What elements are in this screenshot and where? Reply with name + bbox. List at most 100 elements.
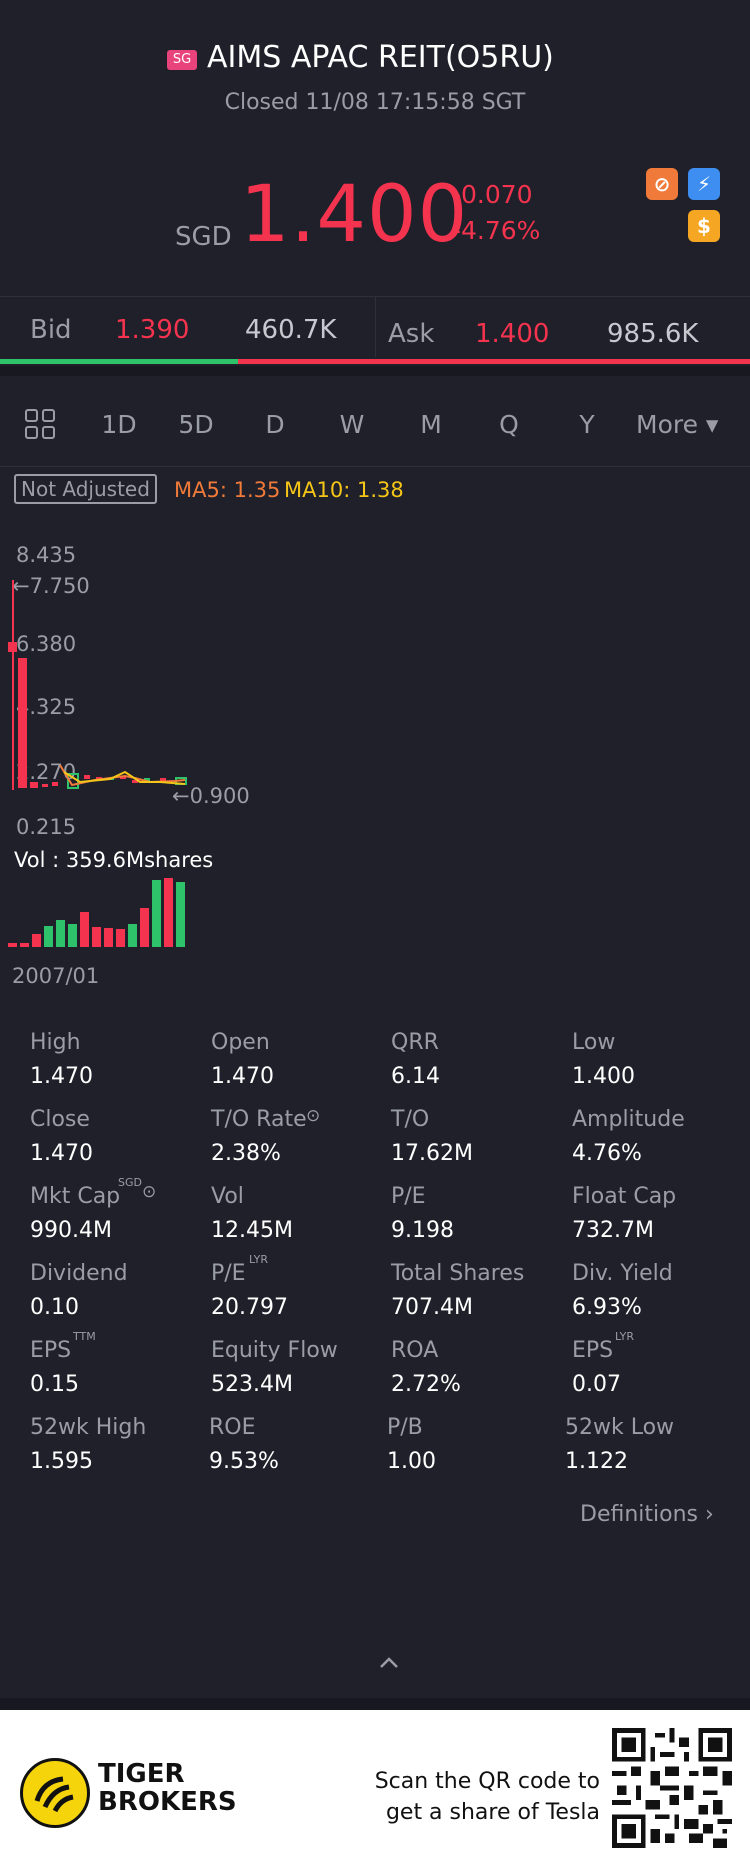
volume-bar (140, 908, 149, 947)
volume-bar (8, 943, 17, 947)
y-tick-top: 8.435 (16, 543, 77, 567)
brand-name: TIGER BROKERS (98, 1760, 237, 1816)
chevron-right-icon: › (705, 1502, 714, 1527)
candle (8, 642, 17, 652)
stat-value: 17.62M (391, 1141, 473, 1166)
candle (132, 780, 138, 783)
volume-bar (104, 928, 113, 947)
no-short-icon[interactable]: ⊘ (646, 168, 678, 200)
volume-bar (32, 934, 41, 947)
candlestick-chart[interactable] (0, 560, 200, 800)
footer-separator (0, 1698, 750, 1710)
volume-bar (128, 924, 137, 947)
candle (160, 778, 166, 781)
stat-label: T/O Rate (211, 1107, 307, 1132)
volume-bar (68, 924, 77, 947)
last-price: 1.400 (240, 170, 469, 260)
volume-chart (8, 878, 185, 947)
ma10-label: MA10: 1.38 (284, 478, 404, 502)
stat-label: Close (30, 1107, 90, 1132)
qr-caption: Scan the QR code to get a share of Tesla (375, 1766, 600, 1828)
bid-price: 1.390 (115, 315, 190, 345)
qr-code-icon (612, 1728, 732, 1848)
bid-ask-divider (375, 297, 376, 357)
stat-label: 52wk Low (565, 1415, 675, 1440)
stat-value: 1.470 (30, 1064, 93, 1089)
tab-w[interactable]: W (339, 410, 365, 439)
qr-caption-line-1: Scan the QR code to (374, 1769, 600, 1794)
definitions-link[interactable]: Definitions › (580, 1502, 714, 1527)
volume-bar (56, 920, 65, 947)
stat-value: 20.797 (211, 1295, 288, 1320)
chevron-up-icon[interactable] (377, 1655, 401, 1671)
dollar-icon[interactable]: $ (688, 210, 720, 242)
bid-label: Bid (30, 315, 72, 345)
ma5-line (59, 764, 186, 787)
flash-icon[interactable]: ⚡ (688, 168, 720, 200)
info-icon[interactable]: ⊙ (306, 1106, 321, 1126)
tab-more[interactable]: More ▾ (636, 410, 719, 439)
grid-icon[interactable] (24, 408, 56, 440)
stat-label: Div. Yield (572, 1261, 673, 1286)
qr-caption-line-2: get a share of Tesla (385, 1800, 600, 1825)
bid-ratio-bar (0, 359, 238, 364)
stat-value: 6.14 (391, 1064, 440, 1089)
tab-d[interactable]: D (265, 410, 285, 439)
superscript-sgd: SGD (118, 1176, 142, 1189)
stat-value: 12.45M (211, 1218, 293, 1243)
tab-1d[interactable]: 1D (101, 410, 137, 439)
volume-bar (176, 882, 185, 947)
stat-value: 4.76% (572, 1141, 642, 1166)
quote-header: SG AIMS APAC REIT(O5RU) Closed 11/08 17:… (0, 0, 750, 296)
stat-label: P/E (391, 1184, 426, 1209)
not-adjusted-toggle[interactable]: Not Adjusted (14, 474, 157, 504)
stat-label: EPS (572, 1338, 614, 1363)
ma5-label: MA5: 1.35 (174, 478, 281, 502)
stat-value: 2.72% (391, 1372, 461, 1397)
stat-label: Vol (211, 1184, 244, 1209)
stat-value: 1.00 (387, 1449, 436, 1474)
stat-value: 2.38% (211, 1141, 281, 1166)
candle (144, 778, 150, 781)
stat-value: 0.15 (30, 1372, 79, 1397)
ma10-line (63, 770, 186, 785)
volume-bar (92, 927, 101, 947)
stat-label: ROA (391, 1338, 439, 1363)
chart-start-date: 2007/01 (12, 964, 100, 988)
tiger-logo-icon (20, 1758, 90, 1828)
currency-label: SGD (175, 222, 232, 252)
stat-label: Amplitude (572, 1107, 685, 1132)
candle (18, 658, 27, 788)
info-icon[interactable]: ⊙ (142, 1182, 157, 1202)
tab-m[interactable]: M (420, 410, 442, 439)
price-change: -0.070 (452, 180, 533, 209)
stat-value: 707.4M (391, 1295, 473, 1320)
period-tabs: 1D 5D D W M Q Y More ▾ (0, 378, 750, 467)
market-badge: SG (167, 50, 197, 70)
brand-line-1: TIGER (98, 1759, 185, 1789)
volume-label: Vol : 359.6Mshares (14, 848, 214, 872)
candle (84, 775, 90, 779)
stat-value: 0.10 (30, 1295, 79, 1320)
stat-label: Low (572, 1030, 616, 1055)
stat-label: Equity Flow (211, 1338, 338, 1363)
volume-bar (164, 878, 173, 947)
bid-size: 460.7K (245, 315, 337, 345)
tab-q[interactable]: Q (499, 410, 519, 439)
volume-bar (20, 943, 29, 947)
superscript-lyr: LYR (249, 1253, 269, 1266)
tab-y[interactable]: Y (579, 410, 595, 439)
stat-label: Dividend (30, 1261, 128, 1286)
section-separator (0, 366, 750, 376)
superscript-ttm: TTM (73, 1330, 96, 1343)
stat-label: P/E (211, 1261, 246, 1286)
candle (30, 782, 38, 788)
ask-size: 985.6K (607, 319, 699, 349)
stat-value: 6.93% (572, 1295, 642, 1320)
ask-price: 1.400 (475, 319, 550, 349)
superscript-lyr: LYR (615, 1330, 635, 1343)
stat-value: 1.122 (565, 1449, 628, 1474)
tab-5d[interactable]: 5D (178, 410, 214, 439)
high-marker: ←7.750 (12, 574, 90, 598)
bid-ask-bar: Bid 1.390 460.7K Ask 1.400 985.6K (0, 296, 750, 369)
